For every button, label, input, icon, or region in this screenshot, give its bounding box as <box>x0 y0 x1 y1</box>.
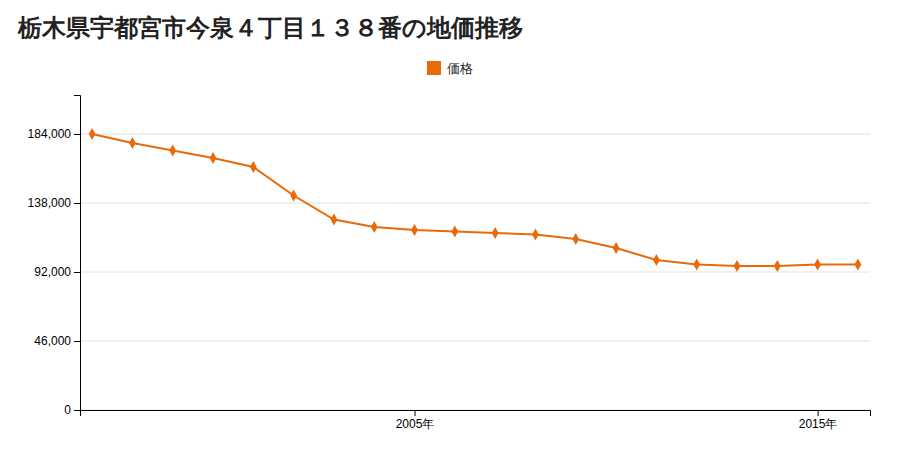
y-tick: 138,000 <box>28 196 80 210</box>
y-tick: 184,000 <box>28 127 80 141</box>
y-tick-mark <box>74 410 80 411</box>
series-marker <box>613 242 620 254</box>
series-marker <box>129 137 136 149</box>
y-tick-label: 138,000 <box>28 196 72 210</box>
series-marker <box>814 259 821 271</box>
series-marker <box>371 221 378 233</box>
grid-line <box>80 203 870 204</box>
series-marker <box>169 145 176 157</box>
plot-area: 0 46,000 92,000 138,000 184,000 2005年 2015年 <box>28 96 871 431</box>
x-tick-label: 2015年 <box>799 417 838 431</box>
series-marker <box>653 254 660 266</box>
legend-swatch <box>427 61 441 75</box>
series-line <box>92 134 858 266</box>
series-marker <box>492 227 499 239</box>
series-marker <box>411 224 418 236</box>
grid-line <box>80 272 870 273</box>
y-axis: 0 46,000 92,000 138,000 184,000 <box>28 96 81 418</box>
series-marker <box>855 259 862 271</box>
y-tick: 0 <box>64 403 80 417</box>
legend-label: 価格 <box>447 61 473 76</box>
series-marker <box>451 226 458 238</box>
grid-line <box>80 341 870 342</box>
x-axis: 2005年 2015年 <box>81 410 871 431</box>
legend-item: 価格 <box>427 61 473 76</box>
title: 栃木県宇都宮市今泉４丁目１３８番の地価推移 <box>17 14 523 42</box>
series-marks <box>89 128 862 272</box>
y-tick-mark <box>74 203 80 204</box>
series-marker <box>734 260 741 272</box>
series-marker <box>693 259 700 271</box>
grid-line <box>80 134 870 135</box>
x-tick: 2015年 <box>799 410 838 431</box>
y-tick-label: 184,000 <box>28 127 72 141</box>
x-tick: 2005年 <box>396 410 435 431</box>
x-tick-label: 2005年 <box>396 417 435 431</box>
x-axis-line <box>81 411 871 417</box>
y-tick: 46,000 <box>34 334 80 348</box>
series-marker <box>532 229 539 241</box>
y-axis-line <box>74 96 81 411</box>
grid <box>80 134 870 410</box>
series-marker <box>572 233 579 245</box>
series-marker <box>774 260 781 272</box>
y-tick: 92,000 <box>34 265 80 279</box>
series-marker <box>331 214 338 226</box>
y-tick-mark <box>74 341 80 342</box>
series-marker <box>210 152 217 164</box>
y-tick-label: 46,000 <box>34 334 71 348</box>
series-marker <box>89 128 96 140</box>
y-tick-label: 92,000 <box>34 265 71 279</box>
series-marker <box>290 190 297 202</box>
series-marker <box>250 161 257 173</box>
y-tick-mark <box>74 134 80 135</box>
x-tick-mark <box>818 410 819 416</box>
x-tick-mark <box>415 410 416 416</box>
legend: 価格 <box>427 61 473 76</box>
chart-svg: 栃木県宇都宮市今泉４丁目１３８番の地価推移 0 46,000 92,000 138,00… <box>0 0 900 450</box>
y-tick-mark <box>74 272 80 273</box>
y-tick-label: 0 <box>64 403 71 417</box>
